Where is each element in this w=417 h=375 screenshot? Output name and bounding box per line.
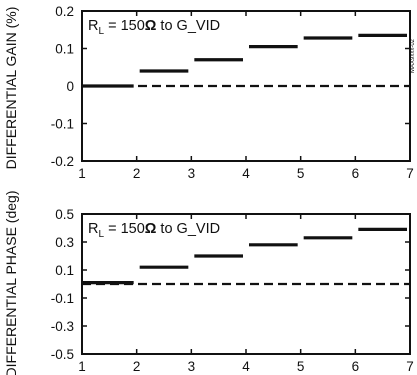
y-tick-label: 0.1: [55, 263, 74, 278]
annotation-ohm: Ω: [145, 18, 157, 34]
x-tick-label: 4: [242, 166, 250, 181]
annotation-subscript: L: [98, 229, 104, 240]
x-tick-label: 3: [188, 166, 196, 181]
annotation-subscript: L: [98, 26, 104, 37]
part-number: MAX9xxx-02: [410, 38, 416, 73]
annotation-suffix: to G_VID: [156, 18, 220, 34]
y-tick-label: 0.3: [55, 235, 74, 250]
x-tick-label: 1: [78, 359, 86, 374]
x-tick-label: 6: [352, 359, 360, 374]
load-annotation: RL = 150Ω to G_VID: [88, 18, 220, 37]
y-tick-label: -0.1: [51, 117, 74, 132]
x-tick-label: 3: [188, 359, 196, 374]
y-axis-label: DIFFERENTIAL PHASE (deg): [3, 191, 19, 375]
chart-2: 0.5 0.3 0.1 -0.1 -0.3 -0.5 1 2 3 4 5 6 7 DIFFERENTIAL…: [3, 191, 414, 375]
x-tick-label: 7: [406, 166, 414, 181]
y-tick-label: -0.5: [51, 347, 74, 362]
x-tick-label: 6: [352, 166, 360, 181]
x-tick-label: 5: [297, 359, 305, 374]
x-tick-label: 7: [406, 359, 414, 374]
annotation-r: R: [88, 18, 98, 34]
y-tick-label: -0.1: [51, 291, 74, 306]
annotation-suffix: to G_VID: [156, 221, 220, 237]
chart-1: 0.2 0.1 0 -0.1 -0.2 1 2 3 4 5 6 7 DIFFERENTIAL GAIN …: [3, 4, 416, 181]
annotation-value: = 150: [104, 221, 145, 237]
load-annotation: RL = 150Ω to G_VID: [88, 221, 220, 240]
y-axis-label: DIFFERENTIAL GAIN (%): [3, 7, 19, 170]
annotation-r: R: [88, 221, 98, 237]
annotation-ohm: Ω: [145, 221, 157, 237]
x-tick-label: 4: [242, 359, 250, 374]
y-tick-label: 0: [66, 79, 74, 94]
x-tick-label: 5: [297, 166, 305, 181]
x-tick-label: 2: [133, 166, 141, 181]
annotation-value: = 150: [104, 18, 145, 34]
y-tick-label: -0.2: [51, 154, 74, 169]
x-tick-label: 1: [78, 166, 86, 181]
y-tick-label: -0.3: [51, 319, 74, 334]
y-tick-label: 0.5: [55, 207, 74, 222]
y-tick-label: 0.2: [55, 4, 74, 19]
y-tick-label: 0.1: [55, 42, 74, 57]
x-tick-label: 2: [133, 359, 141, 374]
